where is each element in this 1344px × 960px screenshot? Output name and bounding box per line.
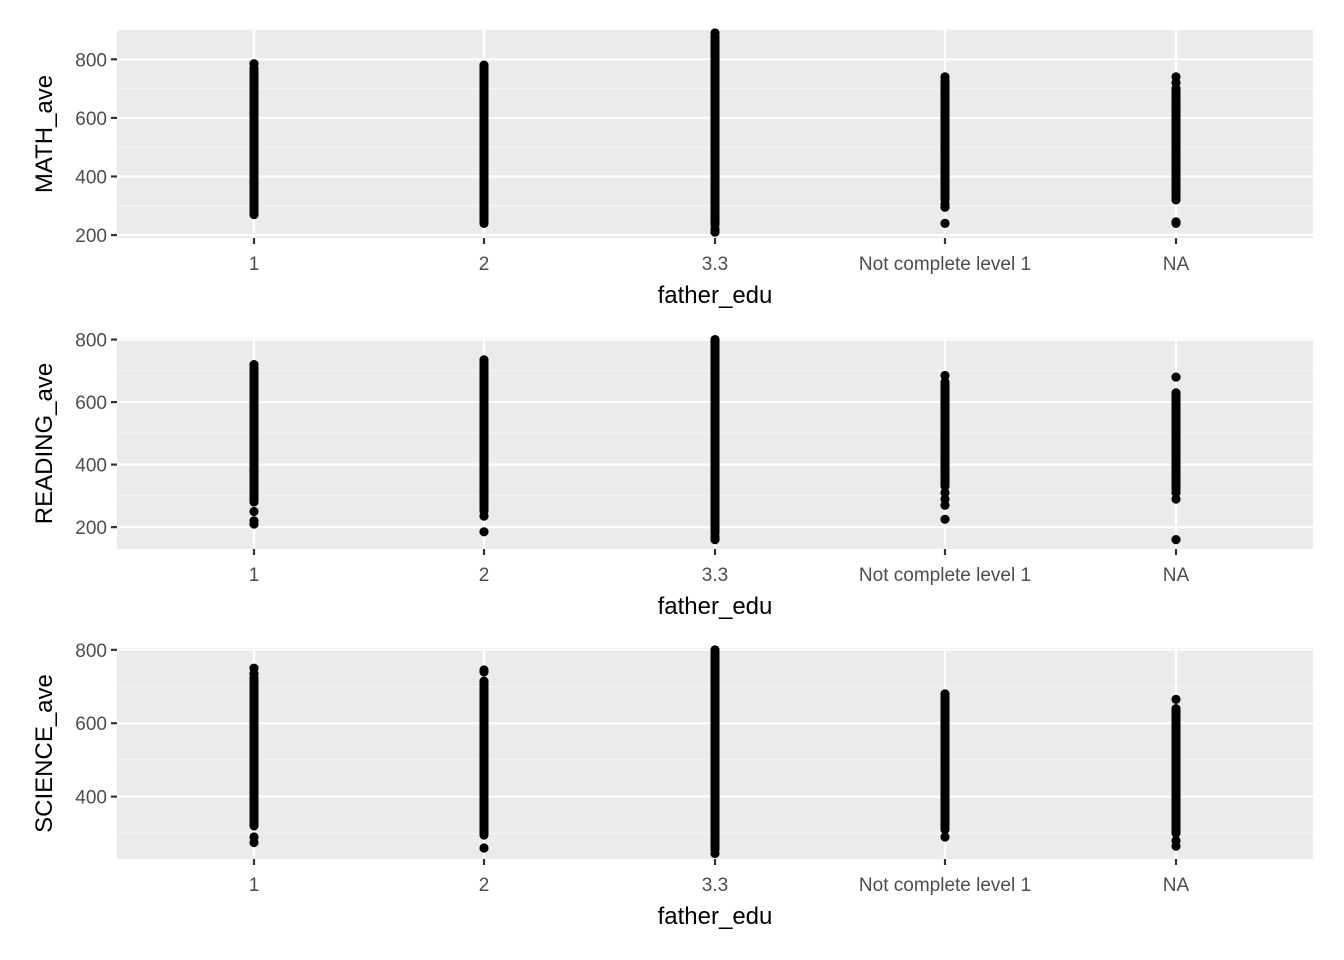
data-point [940, 218, 950, 228]
x-tick-label: 1 [249, 254, 260, 275]
data-point [710, 531, 720, 542]
data-point [940, 514, 950, 524]
data-point [940, 832, 950, 842]
data-point [479, 665, 489, 675]
data-point [249, 506, 259, 517]
series-3.3 [710, 334, 720, 545]
data-point [479, 60, 489, 70]
series-1 [249, 663, 259, 848]
x-tick-label: 2 [479, 565, 490, 586]
y-tick-label: 800 [75, 641, 107, 662]
series-2 [479, 665, 489, 853]
data-point [249, 359, 259, 370]
data-point [479, 843, 489, 853]
data-point [1171, 217, 1181, 227]
series-3.3 [710, 645, 720, 859]
y-tick-label: 800 [75, 50, 107, 71]
data-point [1171, 535, 1181, 545]
x-tick-label: Not complete level 1 [859, 875, 1031, 896]
data-point [1171, 694, 1181, 704]
data-point [479, 355, 489, 365]
series-na [1171, 694, 1181, 851]
series-1 [249, 59, 259, 220]
data-point [710, 645, 720, 655]
x-tick-label: NA [1163, 565, 1190, 586]
data-point [1171, 101, 1181, 111]
data-point [710, 28, 720, 38]
series-na [1171, 72, 1181, 228]
data-point [479, 215, 489, 226]
y-axis-title: SCIENCE_ave [31, 674, 58, 833]
y-tick-label: 600 [75, 714, 107, 735]
x-tick-label: 3.3 [702, 565, 728, 586]
data-point [479, 527, 489, 537]
y-axis-title: READING_ave [31, 363, 58, 524]
data-point [940, 370, 950, 381]
data-point [1171, 372, 1181, 382]
x-tick-label: NA [1163, 254, 1190, 275]
y-tick-label: 600 [75, 393, 107, 414]
series-not-complete-level-1 [940, 72, 950, 228]
x-axis-title: father_edu [658, 593, 773, 620]
data-point [710, 848, 720, 859]
data-point [1171, 72, 1181, 82]
series-na [1171, 372, 1181, 545]
data-point [940, 689, 950, 699]
x-tick-label: NA [1163, 875, 1190, 896]
x-axis-title: father_edu [658, 282, 773, 309]
chart-panel-3: 400 600 800 1 2 3.3 Not complete level 1 NA fath… [31, 641, 1313, 930]
data-point [1171, 488, 1181, 498]
x-tick-label: 2 [479, 254, 490, 275]
x-axis-title: father_edu [658, 903, 773, 930]
chart-panel-2: 200 400 600 800 1 2 3.3 Not complete level 1 NA f… [31, 331, 1313, 620]
data-point [940, 488, 950, 498]
x-tick-label: 2 [479, 875, 490, 896]
y-tick-label: 200 [75, 518, 107, 539]
data-point [249, 516, 259, 526]
y-tick-label: 400 [75, 456, 107, 477]
x-tick-label: 3.3 [702, 254, 728, 275]
y-tick-label: 800 [75, 331, 107, 352]
series-2 [479, 60, 489, 228]
data-point [710, 334, 720, 345]
y-tick-label: 600 [75, 109, 107, 130]
y-tick-label: 400 [75, 788, 107, 809]
data-point [710, 218, 720, 228]
y-tick-label: 400 [75, 167, 107, 188]
data-point [249, 59, 259, 69]
series-1 [249, 359, 259, 529]
x-tick-label: 1 [249, 875, 260, 896]
series-3.3 [710, 28, 720, 237]
series-2 [479, 355, 489, 537]
data-point [249, 663, 259, 673]
data-point [479, 511, 489, 521]
x-tick-label: Not complete level 1 [859, 565, 1031, 586]
data-point [940, 199, 950, 209]
y-tick-label: 200 [75, 226, 107, 247]
data-point [1171, 836, 1181, 846]
data-point [249, 207, 259, 217]
series-not-complete-level-1 [940, 689, 950, 842]
data-point [940, 72, 950, 82]
y-axis-title: MATH_ave [31, 75, 58, 193]
chart-panel-1: 200 400 600 800 1 2 3.3 Not complete level 1 NA f… [31, 28, 1313, 309]
x-tick-label: Not complete level 1 [859, 254, 1031, 275]
x-tick-label: 3.3 [702, 875, 728, 896]
x-tick-label: 1 [249, 565, 260, 586]
data-point [249, 832, 259, 842]
data-point [1171, 195, 1181, 205]
series-not-complete-level-1 [940, 370, 950, 524]
